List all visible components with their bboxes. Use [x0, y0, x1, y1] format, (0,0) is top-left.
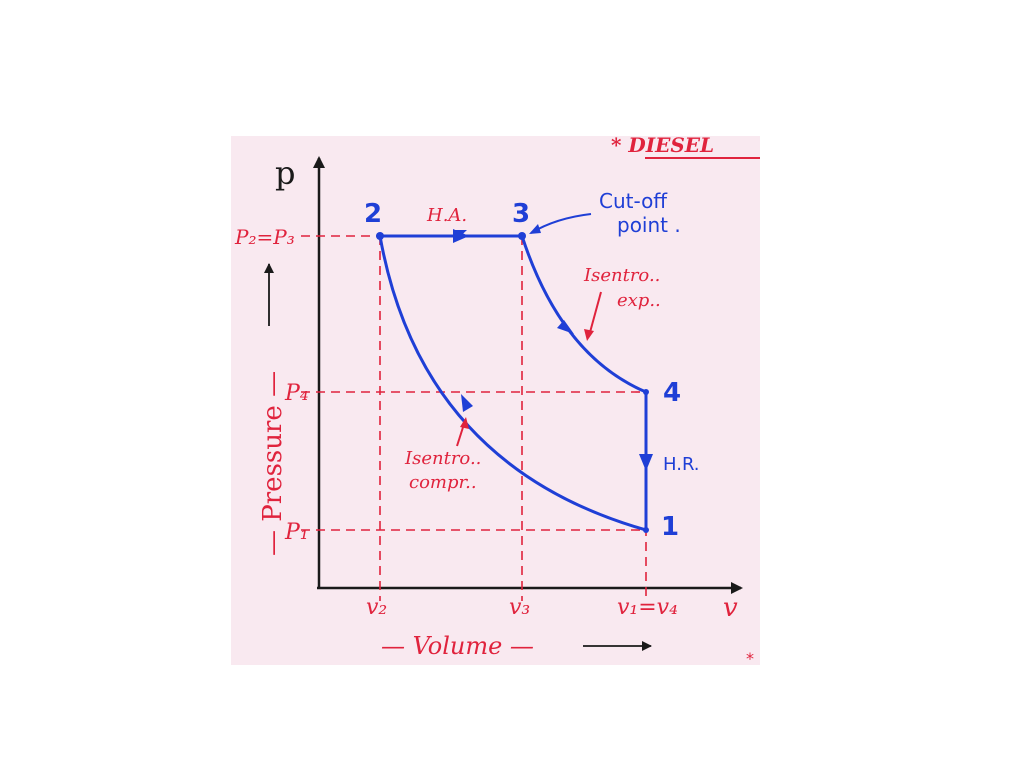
- state-label-4: 4: [663, 378, 681, 408]
- expansion-pointer-head: [584, 329, 594, 341]
- arrow-heat-addition: [453, 229, 469, 243]
- pressure-tick-p4: P₄: [284, 381, 309, 406]
- cutoff-label-line2: point .: [617, 213, 681, 237]
- y-axis-caption: — Pressure —: [258, 371, 288, 556]
- v-axis-symbol: v: [723, 593, 738, 623]
- compression-label-line1: Isentro..: [404, 448, 481, 469]
- cutoff-label-line1: Cut-off: [599, 189, 668, 213]
- guide-lines: [301, 235, 647, 601]
- expansion-label-line1: Isentro..: [583, 265, 660, 286]
- state-point-1: [643, 527, 649, 533]
- state-label-1: 1: [661, 512, 679, 542]
- heat-rejection-label: H.R.: [663, 454, 700, 475]
- compression-label-line2: compr..: [409, 472, 477, 493]
- state-point-4: [643, 389, 649, 395]
- volume-tick-v3: v₃: [509, 595, 530, 620]
- state-label-2: 2: [364, 199, 382, 229]
- p-axis-symbol: p: [275, 154, 295, 192]
- state-point-2: [376, 232, 384, 240]
- pressure-tick-p1: P₁: [284, 520, 309, 545]
- state-point-3: [518, 232, 526, 240]
- arrow-compression: [461, 394, 473, 412]
- direction-arrows: [453, 229, 653, 471]
- stray-mark: *: [746, 649, 754, 665]
- state-label-3: 3: [512, 199, 530, 229]
- diesel-pv-diagram: * DIESEL p v 2 3 4 1 H.A. H.R. Cut-off p…: [234, 136, 760, 665]
- expansion-label-line2: exp..: [617, 290, 661, 311]
- isentropic-expansion-curve: [520, 235, 647, 394]
- expansion-pointer: [588, 291, 602, 337]
- heat-addition-label: H.A.: [426, 205, 467, 226]
- arrow-expansion: [557, 320, 574, 334]
- pressure-tick-p23: P₂=P₃: [234, 225, 295, 249]
- title-fragment: * DIESEL: [611, 136, 714, 157]
- volume-tick-v2: v₂: [366, 595, 387, 620]
- compression-pointer-head: [460, 417, 469, 429]
- y-axis-caption-group: — Pressure —: [258, 371, 288, 556]
- diagram-paper: * DIESEL p v 2 3 4 1 H.A. H.R. Cut-off p…: [231, 136, 760, 665]
- volume-tick-v14: v₁=v₄: [617, 595, 678, 620]
- cutoff-pointer-head: [529, 224, 541, 234]
- arrow-heat-rejection: [639, 454, 653, 471]
- x-axis-caption: — Volume —: [381, 632, 534, 660]
